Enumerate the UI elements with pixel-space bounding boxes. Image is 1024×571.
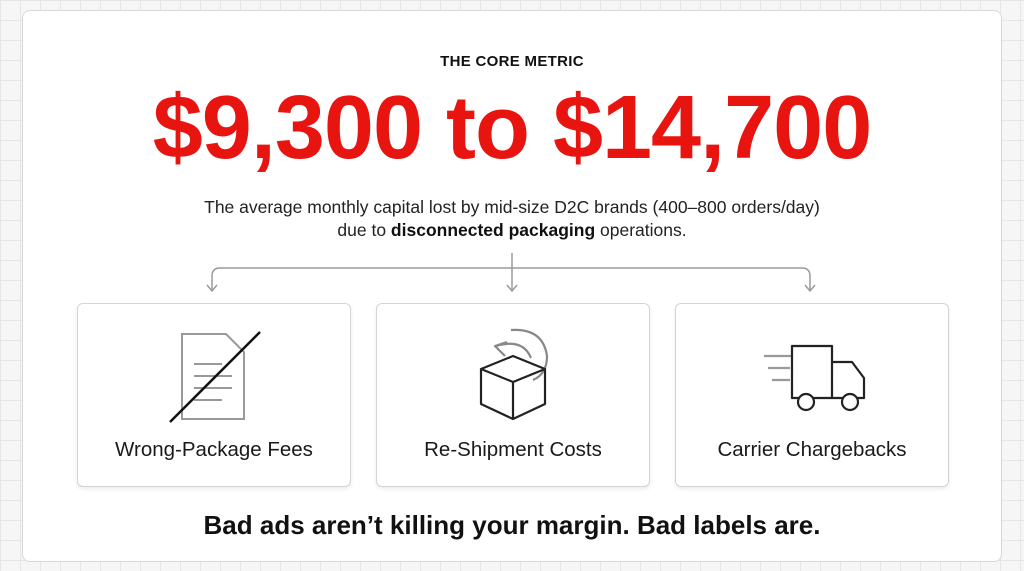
connector <box>206 253 816 293</box>
card: Re-Shipment Costs <box>376 303 650 487</box>
description-text: due to <box>337 220 387 240</box>
arrowheads <box>206 284 816 293</box>
description-text: operations. <box>600 220 687 240</box>
icon-box-return <box>479 328 549 421</box>
card-label: Re-Shipment Costs <box>424 438 602 461</box>
tagline: Bad ads aren’t killing your margin. Bad … <box>203 510 821 540</box>
icon-truck <box>764 344 866 412</box>
card: Wrong-Package Fees <box>77 303 351 487</box>
card-label: Carrier Chargebacks <box>717 438 907 461</box>
description-line: The average monthly capital lost by mid-… <box>204 197 820 217</box>
description-emphasis: disconnected packaging <box>390 220 596 240</box>
connector-line <box>211 253 811 290</box>
icon-document-crossed <box>169 331 261 423</box>
card-label: Wrong-Package Fees <box>115 438 313 461</box>
description: The average monthly capital lost by mid-… <box>0 196 1024 242</box>
eyebrow: THE CORE METRIC <box>440 53 584 70</box>
headline: $9,300 to $14,700 <box>152 78 873 178</box>
card: Carrier Chargebacks <box>675 303 949 487</box>
